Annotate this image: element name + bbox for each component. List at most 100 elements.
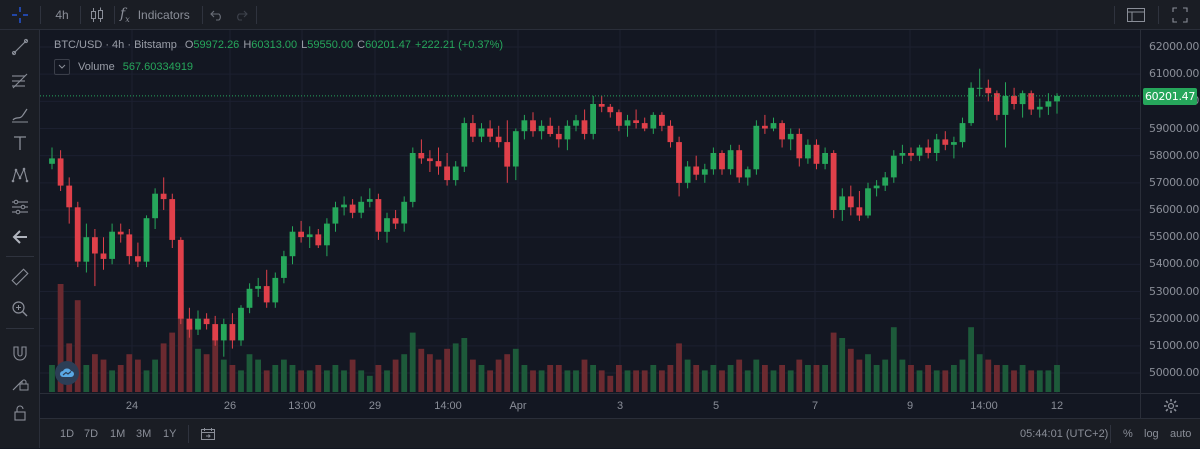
collapse-button[interactable]: [54, 59, 70, 75]
legend-close-label: C: [357, 39, 366, 51]
series-legend: BTC/USD · 4h · Bitstamp O59972.26 H60313.0…: [54, 39, 507, 51]
brush-icon[interactable]: [6, 102, 34, 128]
fullscreen-icon[interactable]: [1162, 0, 1198, 30]
candle-body: [805, 144, 811, 159]
candle-body: [92, 237, 98, 254]
fx-icon: fx: [120, 6, 130, 24]
price-tick-label: 61000.00: [1149, 67, 1200, 81]
volume-bar: [968, 327, 974, 392]
volume-bar: [375, 365, 382, 392]
crosshair-icon[interactable]: [0, 0, 40, 30]
volume-bar: [1019, 365, 1026, 392]
volume-bar: [461, 338, 468, 392]
zoom-in-icon[interactable]: [6, 296, 34, 322]
volume-bar: [152, 359, 158, 392]
time-tick-label: 7: [811, 400, 819, 412]
text-icon[interactable]: [6, 130, 34, 156]
candle-body: [839, 196, 846, 210]
time-tick-label: 29: [368, 400, 382, 412]
volume-bar: [160, 343, 167, 392]
candle-body: [427, 158, 433, 162]
volume-bar: [109, 370, 115, 392]
candle-body: [401, 201, 408, 224]
candle-body: [306, 234, 313, 238]
candle-body: [229, 324, 236, 341]
lock-icon[interactable]: [6, 400, 34, 426]
candle-body: [976, 87, 983, 89]
candle-body: [289, 231, 296, 257]
undo-icon[interactable]: [206, 0, 228, 30]
price-tick-label: 58000.00: [1149, 148, 1200, 162]
range-1d[interactable]: 1D: [60, 428, 75, 440]
volume-bar: [452, 343, 459, 392]
volume-bar: [358, 370, 365, 392]
chart-pane[interactable]: BTC/USD · 4h · Bitstamp O59972.26 H60313.0…: [40, 30, 1140, 393]
candle-body: [392, 218, 399, 224]
volume-bar: [186, 327, 193, 392]
price-tick-label: 53000.00: [1149, 284, 1200, 298]
volume-bar: [470, 359, 476, 392]
date-range-icon[interactable]: [200, 419, 216, 449]
trend-line-icon[interactable]: [6, 34, 34, 60]
magnet-icon[interactable]: [6, 340, 34, 366]
range-1m[interactable]: 1M: [110, 428, 126, 440]
volume-bar: [865, 354, 871, 392]
candle-body: [813, 144, 820, 164]
candles-icon[interactable]: [84, 0, 110, 30]
redo-icon[interactable]: [230, 0, 252, 30]
volume-bar: [117, 365, 124, 392]
indicators-button[interactable]: fx Indicators: [120, 0, 200, 30]
candle-body: [281, 256, 287, 278]
log-toggle[interactable]: log: [1144, 428, 1159, 440]
price-chart[interactable]: [40, 30, 1140, 393]
volume-bar: [324, 370, 330, 392]
tradingview-logo[interactable]: [55, 361, 79, 385]
volume-bar: [195, 348, 201, 392]
volume-bar: [667, 365, 674, 392]
candle-body: [641, 123, 648, 129]
volume-label: Volume: [78, 61, 115, 73]
volume-bar: [349, 359, 356, 392]
range-1y[interactable]: 1Y: [163, 428, 177, 440]
back-arrow-icon[interactable]: [6, 224, 34, 250]
fib-retracement-icon[interactable]: [6, 68, 34, 94]
clock-time[interactable]: 05:44:01 (UTC+2): [1020, 428, 1109, 440]
candle-body: [856, 207, 863, 216]
candle-body: [770, 123, 777, 129]
volume-bar: [495, 359, 502, 392]
pattern-icon[interactable]: [6, 162, 34, 188]
candle-body: [951, 142, 957, 145]
candle-body: [126, 234, 133, 257]
prediction-icon[interactable]: [6, 194, 34, 220]
volume-bar: [976, 354, 983, 392]
volume-bar: [366, 375, 373, 392]
settings-icon[interactable]: [1140, 393, 1200, 418]
time-axis[interactable]: 24 26 13:00 29 14:00 Apr 3 5 7 9 14:00 12: [40, 393, 1140, 418]
volume-bar: [409, 332, 416, 392]
ruler-icon[interactable]: [6, 264, 34, 290]
volume-bar: [169, 332, 176, 392]
layout-icon[interactable]: [1118, 0, 1154, 30]
percent-toggle[interactable]: %: [1123, 428, 1133, 440]
candle-body: [487, 128, 493, 137]
volume-bar: [538, 370, 545, 392]
interval-button[interactable]: 4h: [55, 8, 69, 22]
volume-bar: [57, 284, 64, 392]
auto-toggle[interactable]: auto: [1170, 428, 1192, 440]
range-7d[interactable]: 7D: [84, 428, 99, 440]
legend-change: +222.21 (+0.37%): [415, 39, 504, 51]
volume-bar: [512, 348, 519, 392]
candle-body: [470, 123, 476, 137]
candle-body: [684, 166, 691, 183]
candle-body: [925, 147, 931, 153]
candle-body: [590, 104, 596, 134]
time-tick-label: 13:00: [288, 400, 316, 412]
candle-body: [538, 125, 545, 132]
range-3m[interactable]: 3M: [136, 428, 152, 440]
price-axis[interactable]: 62000.0061000.0060000.0059000.0058000.00…: [1140, 30, 1200, 393]
volume-bar: [633, 370, 639, 392]
candle-body: [624, 120, 631, 126]
lock-drawings-icon[interactable]: [6, 370, 34, 396]
candle-body: [942, 139, 949, 145]
candle-body: [238, 307, 244, 341]
